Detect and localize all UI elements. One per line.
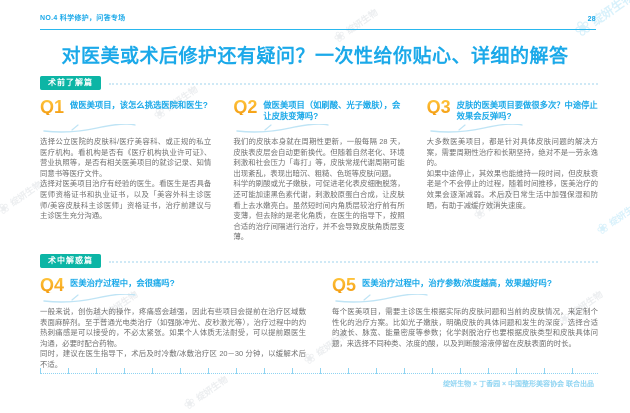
page-title: 对医美或术后修护还有疑问？一次性给你贴心、详细的解答	[61, 46, 569, 67]
section-during-treatment: 术中解惑篇 Q4 医美治疗过程中，会很痛吗? 一般来说，创伤越大的操作，疼痛感会…	[40, 254, 598, 371]
page-header: NO.4 科学修护，问答专场 28	[40, 13, 596, 23]
header-section-label: NO.4 科学修护，问答专场	[40, 15, 126, 22]
question-block-q4: Q4 医美治疗过程中，会很痛吗? 一般来说，创伤越大的操作，疼痛感会越强，因此有…	[40, 275, 306, 371]
question-title: 做医美项目（如刷酸、光子嫩肤），会让皮肤变薄吗?	[263, 100, 401, 121]
watermark: ❀ 绽妍生物	[330, 6, 380, 47]
header-divider	[40, 29, 596, 30]
question-title: 医美治疗过程中，治疗参数/浓度越高，效果越好吗?	[362, 278, 552, 288]
section-badge: 术中解惑篇	[40, 254, 101, 268]
question-number: Q4	[40, 275, 65, 295]
flower-icon: ❀	[180, 393, 199, 413]
question-paragraph: 同时，建议在医生指导下，术后及时冷敷/冰敷治疗区 20－30 分钟，以缓解术后不…	[40, 349, 306, 369]
swoosh-underline	[429, 124, 523, 133]
swoosh-underline	[43, 124, 136, 133]
question-number: Q3	[426, 97, 451, 117]
watermark: ❀ 绽妍生物	[0, 177, 44, 218]
dotted-divider	[109, 261, 598, 263]
swoosh-underline	[43, 294, 136, 303]
question-paragraph: 一般来说，创伤越大的操作，疼痛感会越强，因此有些项目会提前在治疗区域敷表面麻醉剂…	[40, 307, 306, 348]
question-paragraph: 如果中途停止，其效果也能维持一段时间，但皮肤衰老是个不会停止的过程，随着时间推移…	[426, 168, 598, 210]
question-paragraph: 选择对医美项目治疗有经验的医生。看医生是否具备医师资格证书和执业证书，以及「美容…	[40, 179, 212, 221]
page-number: 28	[587, 16, 596, 23]
question-number: Q5	[332, 275, 357, 295]
question-paragraph: 我们的皮肤本身就在周期性更新，一般每隔 28 天，皮肤表皮层会自动更新换代。但随…	[233, 137, 405, 178]
ruler-divider	[40, 368, 598, 374]
question-title: 医美治疗过程中，会很痛吗?	[70, 278, 175, 288]
section-badge: 术前了解篇	[40, 76, 101, 90]
footer-credits: 绽妍生物 × 丁香园 × 中国整形美容协会 联合出品	[443, 381, 594, 388]
question-paragraph: 选择公立医院的皮肤科/医疗美容科、或正规的私立医疗机构。看机构是否有《医疗机构执…	[40, 137, 212, 178]
section-pre-treatment: 术前了解篇 Q1 做医美项目，该怎么挑选医院和医生? 选择公立医院的皮肤科/医疗…	[40, 76, 598, 243]
question-block-q1: Q1 做医美项目，该怎么挑选医院和医生? 选择公立医院的皮肤科/医疗美容科、或正…	[40, 97, 212, 243]
dotted-divider	[109, 83, 598, 85]
question-title: 皮肤的医美项目要做很多次？中途停止效果会反弹吗?	[456, 100, 598, 121]
question-block-q5: Q5 医美治疗过程中，治疗参数/浓度越高，效果越好吗? 每个医美项目，需要主诊医…	[332, 275, 598, 371]
question-paragraph: 科学的刷酸或光子嫩肤，可促进老化表皮细胞脱落，还可能加速黑色素代谢，刺激胶原蛋白…	[233, 179, 405, 242]
watermark: ❀ 绽妍生物	[593, 198, 630, 239]
swoosh-underline	[335, 294, 428, 303]
question-paragraph: 每个医美项目，需要主诊医生根据实际的皮肤问题和当前的皮肤情况，来定制个性化的治疗…	[332, 307, 598, 348]
question-title: 做医美项目，该怎么挑选医院和医生?	[70, 100, 208, 110]
watermark: ❀ 绽妍生物	[180, 373, 230, 413]
question-paragraph: 大多数医美项目，都是针对具体皮肤问题的解决方案，需要周期性治疗和长期坚持，绝对不…	[426, 137, 598, 168]
question-number: Q1	[40, 97, 65, 117]
swoosh-underline	[236, 124, 330, 133]
question-block-q3: Q3 皮肤的医美项目要做很多次？中途停止效果会反弹吗? 大多数医美项目，都是针对…	[426, 97, 598, 243]
question-number: Q2	[233, 97, 258, 117]
question-block-q2: Q2 做医美项目（如刷酸、光子嫩肤），会让皮肤变薄吗? 我们的皮肤本身就在周期性…	[233, 97, 405, 243]
flower-icon: ❀	[0, 198, 13, 219]
